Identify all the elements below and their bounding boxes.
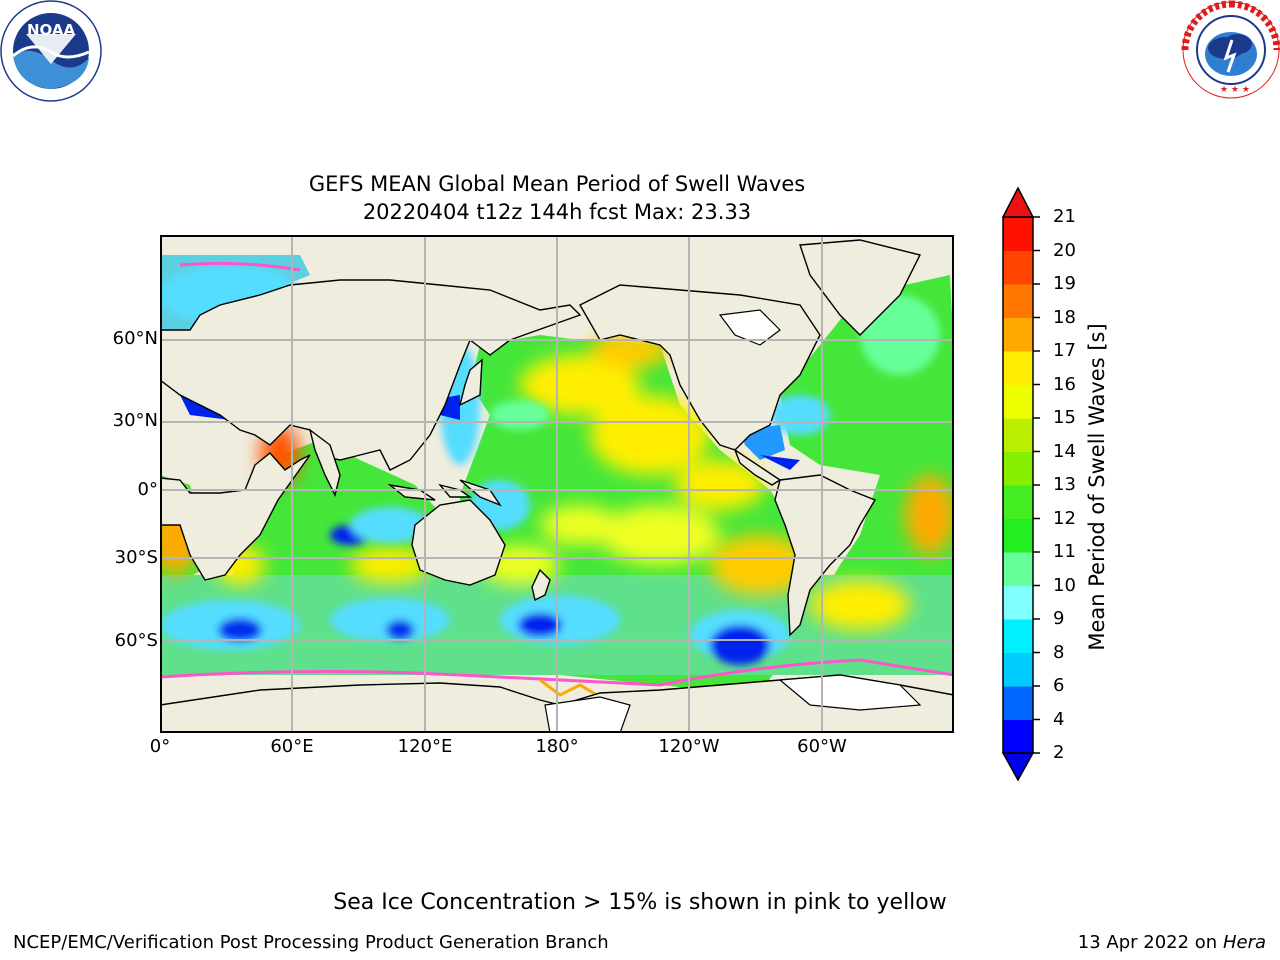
footer-date-text: 13 Apr 2022 on <box>1077 932 1223 953</box>
colorbar <box>1000 186 1040 782</box>
colorbar-segment <box>1003 418 1033 452</box>
colorbar-tick-label: 11 <box>1053 541 1076 562</box>
lat-label-eq: 0° <box>137 479 158 500</box>
footer-date: 13 Apr 2022 on Hera <box>1078 932 1266 953</box>
colorbar-tick-label: 21 <box>1053 206 1076 227</box>
lat-label-30n: 30°N <box>112 410 158 431</box>
nws-logo: ★ ★ ★ <box>1176 0 1280 100</box>
colorbar-max-extension <box>1001 186 1035 218</box>
lon-label-120e: 120°E <box>397 736 453 757</box>
chart-title: GEFS MEAN Global Mean Period of Swell Wa… <box>308 172 806 196</box>
colorbar-tick-label: 12 <box>1053 507 1076 529</box>
svg-text:★ ★ ★: ★ ★ ★ <box>1220 85 1250 95</box>
colorbar-segment <box>1003 384 1033 419</box>
colorbar-tick-label: 19 <box>1053 273 1076 294</box>
colorbar-segment <box>1003 451 1033 486</box>
colorbar-title: Mean Period of Swell Waves [s] <box>1085 323 1109 651</box>
colorbar-tick-label: 13 <box>1053 474 1076 495</box>
colorbar-segment <box>1003 317 1033 352</box>
colorbar-tick-label: 15 <box>1053 407 1076 428</box>
lon-label-120w: 120°W <box>658 736 720 757</box>
lon-label-180: 180° <box>535 736 579 757</box>
colorbar-segment <box>1003 585 1033 620</box>
colorbar-segment <box>1003 552 1033 586</box>
colorbar-tick-label: 9 <box>1053 608 1065 629</box>
lat-label-60s: 60°S <box>114 630 158 651</box>
colorbar-segment <box>1003 217 1033 251</box>
colorbar-segment <box>1003 652 1033 687</box>
colorbar-segment <box>1003 518 1033 553</box>
colorbar-segment <box>1003 284 1033 318</box>
map-svg <box>160 235 954 733</box>
colorbar-tick-label: 17 <box>1053 340 1076 361</box>
colorbar-tick-label: 10 <box>1053 574 1076 596</box>
lat-label-30s: 30°S <box>114 547 158 568</box>
lon-label-0: 0° <box>149 736 171 757</box>
chart-subtitle: 20220404 t12z 144h fcst Max: 23.33 <box>362 200 752 224</box>
colorbar-segment <box>1003 619 1033 653</box>
lon-label-60e: 60°E <box>270 736 314 757</box>
map-frame <box>160 235 954 733</box>
colorbar-segment <box>1003 351 1033 385</box>
sea-ice-note: Sea Ice Concentration > 15% is shown in … <box>333 890 947 915</box>
map-panel <box>160 235 954 733</box>
colorbar-segment <box>1003 485 1033 519</box>
colorbar-segment <box>1003 250 1033 285</box>
footer-credit: NCEP/EMC/Verification Post Processing Pr… <box>13 932 609 953</box>
colorbar-tick-label: 2 <box>1053 742 1065 763</box>
colorbar-tick-label: 14 <box>1053 440 1076 462</box>
colorbar-min-extension <box>1001 752 1035 782</box>
colorbar-tick-label: 4 <box>1053 708 1065 730</box>
colorbar-segment <box>1003 719 1033 754</box>
noaa-logo: NOAA <box>0 0 104 104</box>
lat-label-60n: 60°N <box>112 328 158 349</box>
colorbar-tick-label: 8 <box>1053 641 1065 663</box>
colorbar-tick-label: 20 <box>1053 239 1076 261</box>
noaa-logo-text: NOAA <box>27 21 76 39</box>
colorbar-tick-label: 16 <box>1053 373 1076 395</box>
footer-machine: Hera <box>1222 932 1266 953</box>
colorbar-segment <box>1003 686 1033 720</box>
colorbar-tick-label: 6 <box>1053 675 1065 696</box>
graticule <box>160 235 954 733</box>
lon-label-60w: 60°W <box>797 736 847 757</box>
colorbar-tick-label: 18 <box>1053 306 1076 328</box>
